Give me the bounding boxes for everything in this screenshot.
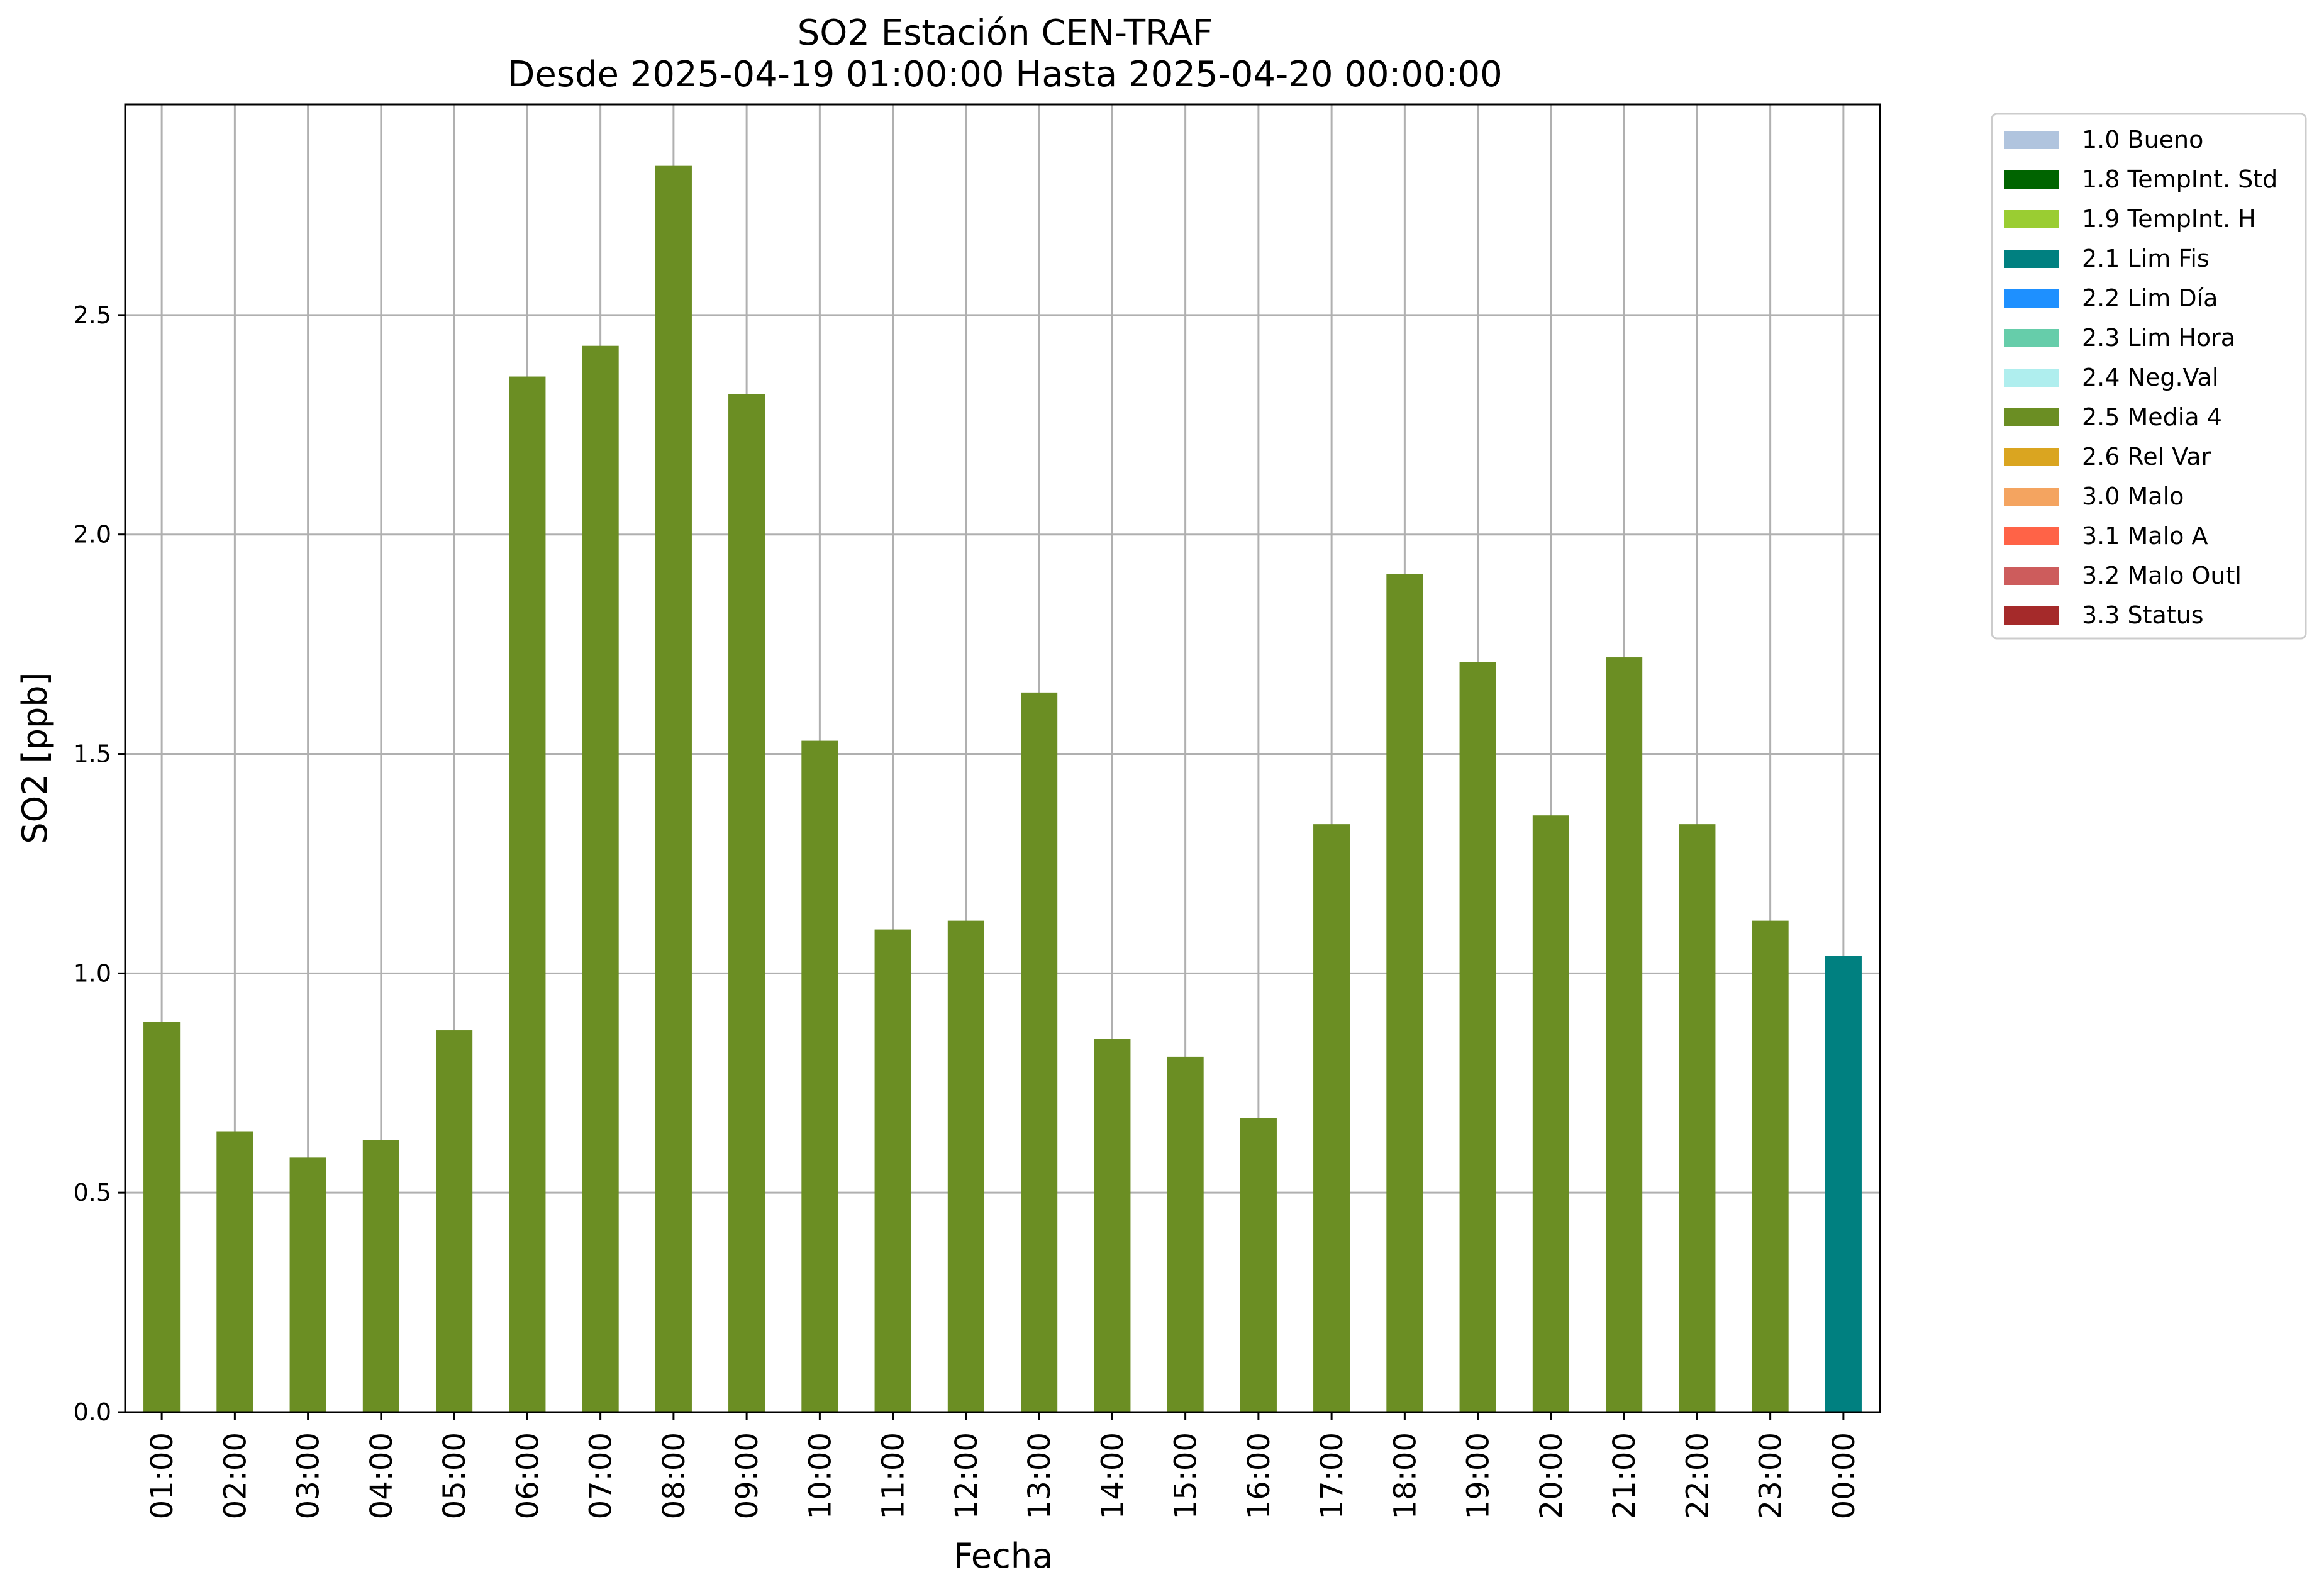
x-tick-label: 14:00	[1095, 1432, 1130, 1519]
legend: 1.0 Bueno 1.8 TempInt. Std 1.9 TempInt. H 2…	[1991, 113, 2307, 640]
legend-swatch	[2004, 210, 2059, 228]
x-tick-label: 08:00	[657, 1432, 692, 1519]
bar-1200	[947, 920, 984, 1412]
x-tick-label: 05:00	[437, 1432, 472, 1519]
legend-swatch	[2004, 488, 2059, 506]
legend-label: 2.4 Neg.Val	[2082, 364, 2218, 391]
y-axis-ticks: 0.0 0.5 1.0 1.5 2.0 2.5	[74, 301, 125, 1426]
legend-swatch	[2004, 289, 2059, 308]
x-tick-label: 16:00	[1242, 1432, 1277, 1519]
legend-label: 3.0 Malo	[2082, 482, 2184, 510]
x-tick-label: 17:00	[1315, 1432, 1350, 1519]
y-tick-label: 2.0	[74, 521, 111, 549]
legend-swatch	[2004, 170, 2059, 189]
bar-0300	[289, 1157, 326, 1412]
legend-swatch	[2004, 606, 2059, 625]
bar-1900	[1459, 662, 1496, 1412]
bar-2100	[1606, 657, 1643, 1412]
bar-0500	[436, 1030, 473, 1412]
bar-1500	[1167, 1056, 1204, 1412]
bar-0700	[582, 345, 619, 1413]
y-tick-label: 0.0	[74, 1398, 111, 1426]
x-tick-label: 19:00	[1461, 1432, 1496, 1519]
bar-1400	[1094, 1039, 1131, 1412]
x-axis-label: Fecha	[954, 1536, 1053, 1576]
legend-swatch	[2004, 408, 2059, 426]
x-tick-label: 20:00	[1534, 1432, 1569, 1519]
x-tick-label: 23:00	[1754, 1432, 1789, 1519]
legend-label: 3.3 Status	[2082, 601, 2204, 629]
bar-1100	[874, 929, 911, 1412]
x-tick-label: 21:00	[1607, 1432, 1642, 1519]
bar-0400	[362, 1140, 399, 1412]
legend-label: 3.2 Malo Outl	[2082, 562, 2242, 589]
legend-label: 3.1 Malo A	[2082, 522, 2208, 550]
legend-swatch	[2004, 131, 2059, 149]
chart-title: SO2 Estación CEN-TRAF	[798, 13, 1213, 53]
bar-2200	[1679, 824, 1716, 1412]
bar-2300	[1752, 920, 1789, 1412]
bar-0100	[143, 1022, 181, 1412]
bar-1800	[1386, 574, 1423, 1412]
y-tick-label: 1.0	[74, 959, 111, 987]
x-tick-label: 22:00	[1680, 1432, 1715, 1519]
x-tick-label: 02:00	[218, 1432, 253, 1519]
x-tick-label: 11:00	[876, 1432, 911, 1519]
legend-swatch	[2004, 369, 2059, 387]
bar-0800	[655, 165, 692, 1412]
bar-1300	[1021, 692, 1058, 1412]
legend-swatch	[2004, 567, 2059, 585]
legend-frame	[1991, 113, 2307, 640]
x-tick-label: 10:00	[803, 1432, 838, 1519]
legend-label: 2.3 Lim Hora	[2082, 324, 2235, 352]
bar-0200	[216, 1131, 253, 1412]
bar-1600	[1240, 1118, 1277, 1412]
bars	[143, 165, 1862, 1413]
x-tick-label: 13:00	[1022, 1432, 1057, 1519]
y-tick-label: 1.5	[74, 740, 111, 768]
chart-subtitle: Desde 2025-04-19 01:00:00 Hasta 2025-04-…	[508, 54, 1503, 95]
x-tick-label: 01:00	[145, 1432, 180, 1519]
legend-swatch	[2004, 250, 2059, 268]
legend-label: 1.0 Bueno	[2082, 126, 2203, 153]
x-tick-label: 03:00	[291, 1432, 326, 1519]
y-tick-label: 0.5	[74, 1179, 111, 1207]
bar-1000	[801, 740, 838, 1412]
bar-0000	[1825, 956, 1862, 1412]
legend-label: 2.2 Lim Día	[2082, 284, 2218, 312]
y-axis-label: SO2 [ppb]	[15, 672, 55, 844]
x-tick-label: 18:00	[1387, 1432, 1423, 1519]
legend-label: 1.8 TempInt. Std	[2082, 165, 2277, 193]
x-axis-ticks: 01:00 02:00 03:00 04:00 05:00 06:00 07:00 08:00…	[145, 1412, 1862, 1519]
x-tick-label: 06:00	[510, 1432, 545, 1519]
plot-frame	[124, 103, 1881, 1413]
x-tick-label: 04:00	[364, 1432, 399, 1519]
legend-swatch	[2004, 448, 2059, 466]
bar-0900	[728, 394, 765, 1412]
legend-label: 1.9 TempInt. H	[2082, 205, 2256, 233]
y-tick-label: 2.5	[74, 301, 111, 329]
bar-2000	[1532, 815, 1569, 1412]
bar-1700	[1313, 824, 1350, 1412]
x-tick-label: 00:00	[1826, 1432, 1862, 1519]
x-tick-label: 15:00	[1169, 1432, 1204, 1519]
legend-label: 2.1 Lim Fis	[2082, 245, 2210, 272]
legend-label: 2.6 Rel Var	[2082, 443, 2211, 471]
bar-0600	[509, 376, 546, 1412]
x-tick-label: 09:00	[730, 1432, 765, 1519]
legend-swatch	[2004, 527, 2059, 545]
x-tick-label: 07:00	[584, 1432, 619, 1519]
legend-label: 2.5 Media 4	[2082, 403, 2222, 431]
legend-swatch	[2004, 329, 2059, 347]
x-tick-label: 12:00	[949, 1432, 984, 1519]
